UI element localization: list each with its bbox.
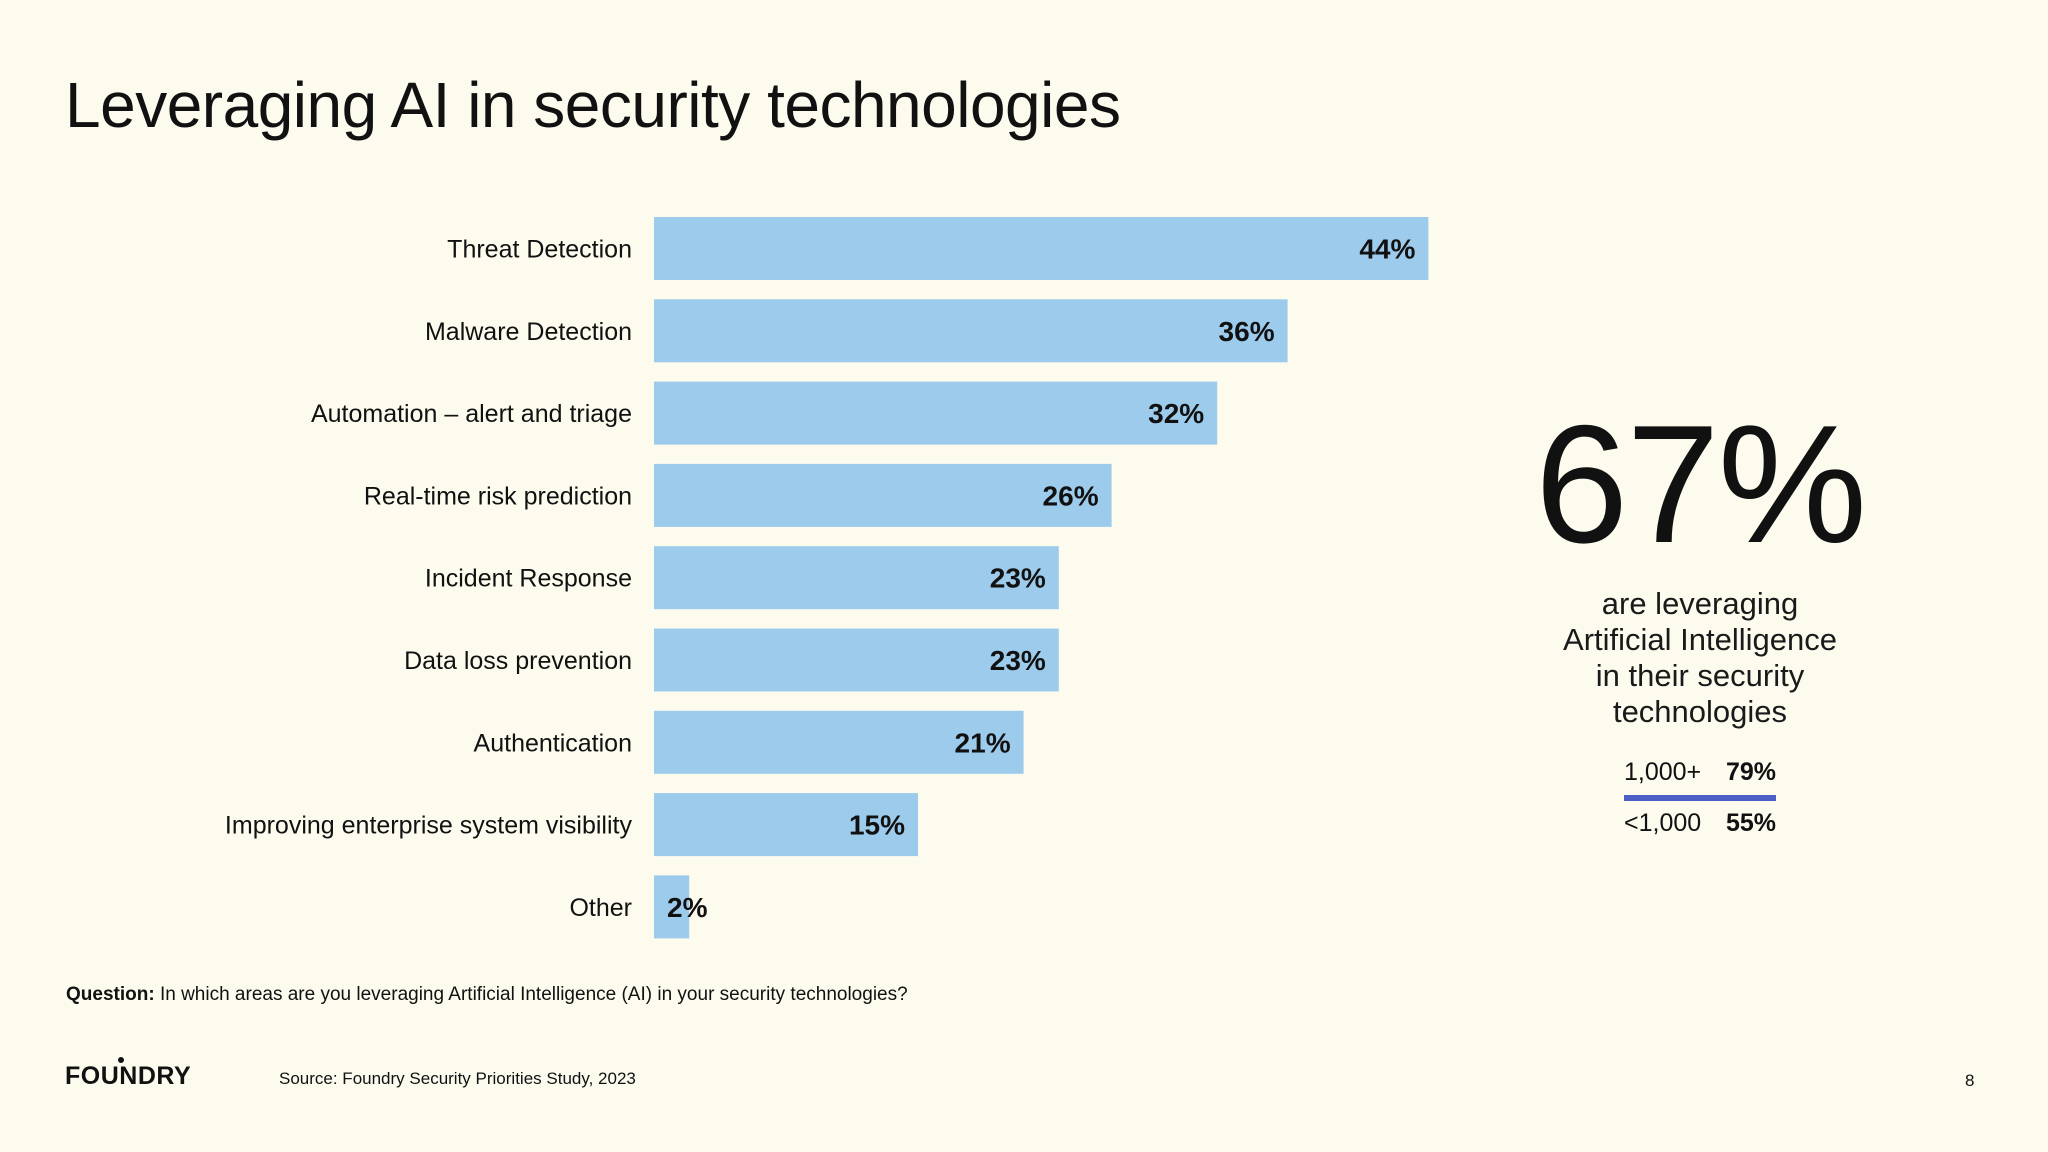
- category-label: Automation – alert and triage: [311, 400, 632, 428]
- source-note: Source: Foundry Security Priorities Stud…: [279, 1069, 636, 1088]
- bar: [654, 793, 918, 857]
- category-label: Authentication: [474, 729, 632, 757]
- breakdown-value: 79%: [1725, 758, 1776, 786]
- category-label: Improving enterprise system visibility: [225, 812, 633, 840]
- question-label: Question:: [66, 984, 155, 1005]
- breakdown-divider: [1624, 795, 1776, 801]
- foundry-logo: FOUNDRY: [65, 1057, 192, 1091]
- page-number: 8: [1965, 1071, 1975, 1090]
- bar: [654, 381, 1218, 445]
- data-label: 2%: [667, 892, 708, 923]
- bar: [654, 710, 1024, 774]
- data-label: 32%: [1148, 398, 1204, 429]
- data-label: 36%: [1219, 316, 1275, 347]
- bar-chart: Threat Detection 44% Malware Detection 36% A…: [225, 217, 1429, 939]
- data-label: 23%: [990, 563, 1046, 594]
- bar: [654, 546, 1059, 610]
- data-label: 21%: [955, 727, 1011, 758]
- data-label: 15%: [849, 810, 905, 841]
- stat-description-line: in their security: [1595, 658, 1805, 693]
- bar: [654, 463, 1112, 527]
- bar: [654, 628, 1059, 692]
- breakdown-label: 1,000+: [1624, 758, 1702, 786]
- category-label: Other: [569, 894, 632, 922]
- question-text: In which areas are you leveraging Artifi…: [159, 984, 908, 1005]
- logo-text: FOUNDRY: [65, 1062, 192, 1090]
- page-title: Leveraging AI in security technologies: [65, 69, 1121, 141]
- stat-description-line: technologies: [1612, 694, 1788, 729]
- data-label: 26%: [1043, 480, 1099, 511]
- breakdown-row-large: 1,000+ 79%: [1624, 752, 1776, 793]
- stat-description-line: are leveraging: [1601, 586, 1799, 621]
- breakdown-value: 55%: [1725, 809, 1776, 837]
- category-label: Data loss prevention: [404, 647, 632, 675]
- category-label: Incident Response: [425, 565, 632, 593]
- data-label: 44%: [1359, 234, 1415, 265]
- data-label: 23%: [990, 645, 1046, 676]
- category-label: Threat Detection: [447, 236, 632, 264]
- stat-description: are leveraging Artificial Intelligence i…: [1500, 586, 1900, 730]
- bar: [654, 875, 690, 939]
- breakdown-row-small: <1,000 55%: [1624, 803, 1776, 844]
- logo-dot: [118, 1057, 124, 1063]
- survey-question: Question: In which areas are you leverag…: [66, 984, 908, 1006]
- breakdown-label: <1,000: [1624, 809, 1702, 837]
- bar: [654, 299, 1288, 363]
- stat-callout: 67% are leveraging Artificial Intelligen…: [1500, 400, 1900, 844]
- stat-description-line: Artificial Intelligence: [1563, 622, 1837, 657]
- big-stat-value: 67%: [1534, 390, 1867, 578]
- category-label: Malware Detection: [425, 318, 632, 346]
- category-label: Real-time risk prediction: [364, 482, 632, 510]
- company-size-breakdown: 1,000+ 79% <1,000 55%: [1624, 752, 1776, 844]
- bar: [654, 217, 1429, 280]
